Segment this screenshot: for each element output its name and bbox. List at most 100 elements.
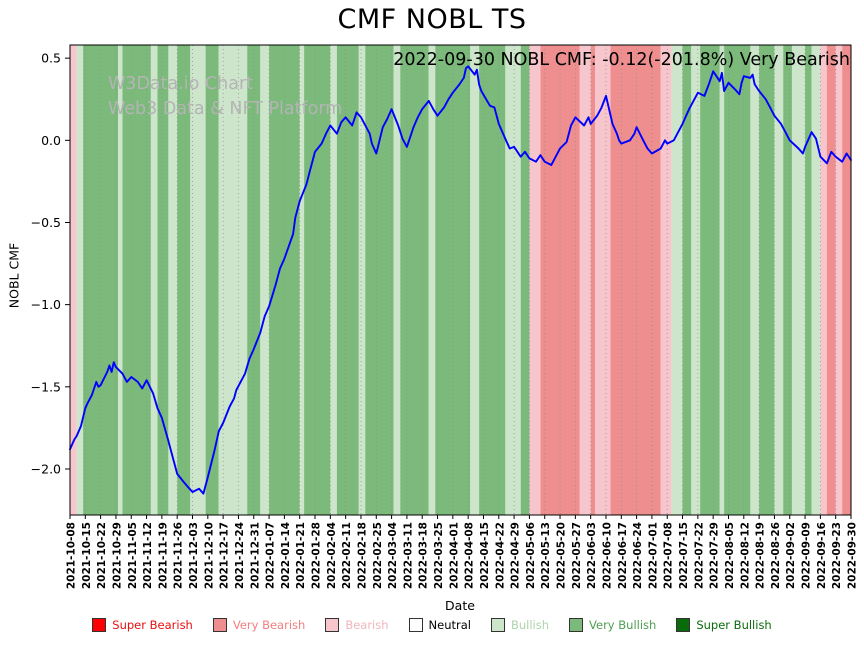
- sentiment-band-bullish: [218, 45, 248, 515]
- legend-swatch: [92, 618, 107, 632]
- legend: Super Bearish Very Bearish Bearish Neutral B…: [0, 618, 864, 632]
- sentiment-band-very_bearish: [610, 45, 661, 515]
- x-tick-label: 2022-08-05: [724, 522, 736, 589]
- sentiment-band-bullish: [811, 45, 821, 515]
- x-tick-label: 2022-05-27: [571, 522, 583, 589]
- x-axis-label: Date: [445, 598, 475, 613]
- sentiment-band-bearish: [579, 45, 591, 515]
- x-tick-label: 2022-09-09: [801, 522, 813, 589]
- y-tick-label: −0.5: [31, 215, 61, 230]
- sentiment-band-bearish: [595, 45, 611, 515]
- legend-swatch: [325, 618, 340, 632]
- x-tick-label: 2022-04-22: [494, 522, 506, 589]
- legend-swatch: [212, 618, 227, 632]
- x-tick-label: 2021-11-19: [157, 522, 169, 589]
- plot-border: [69, 44, 852, 516]
- x-tick-label: 2021-12-10: [203, 522, 215, 589]
- legend-label: Neutral: [428, 618, 471, 632]
- y-tick-label: −1.0: [31, 297, 61, 312]
- y-axis-label: NOBL CMF: [6, 242, 22, 309]
- x-tick-label: 2022-01-21: [295, 522, 307, 589]
- x-tick-label: 2022-08-12: [739, 522, 751, 589]
- sentiment-band-bullish: [299, 45, 305, 515]
- x-tick-label: 2022-09-23: [831, 522, 843, 589]
- x-tick-label: 2022-09-02: [785, 522, 797, 589]
- x-tick-label: 2021-10-22: [96, 522, 108, 589]
- sentiment-band-very_bullish: [435, 45, 471, 515]
- watermark-line-2: Web3 Data & NFT Platform: [108, 99, 343, 120]
- x-tick-label: 2021-12-17: [219, 522, 231, 589]
- x-tick-label: 2021-12-31: [249, 522, 261, 589]
- sentiment-band-very_bullish: [724, 45, 751, 515]
- legend-label: Bullish: [510, 618, 550, 632]
- sentiment-band-bullish: [470, 45, 480, 515]
- sentiment-band-very_bullish: [479, 45, 506, 515]
- x-tick-label: 2022-07-15: [678, 522, 690, 589]
- y-tick-label: −2.0: [31, 461, 61, 476]
- sentiment-band-bullish: [118, 45, 123, 515]
- sentiment-band-bullish: [750, 45, 760, 515]
- legend-swatch: [408, 618, 423, 632]
- x-tick-label: 2021-10-29: [111, 522, 123, 589]
- sentiment-band-very_bullish: [520, 45, 530, 515]
- x-tick-label: 2022-05-20: [556, 522, 568, 589]
- legend-label: Bearish: [345, 618, 389, 632]
- sentiment-band-very_bullish: [365, 45, 394, 515]
- sentiment-band-bullish: [76, 45, 84, 515]
- sentiment-band-bullish: [791, 45, 805, 515]
- sentiment-band-very_bearish: [590, 45, 596, 515]
- sentiment-band-very_bullish: [682, 45, 692, 515]
- x-tick-label: 2022-09-30: [847, 522, 859, 589]
- watermark-line-1: W3Data.io Chart: [108, 74, 254, 94]
- x-tick-label: 2022-06-17: [617, 522, 629, 589]
- x-tick-label: 2022-02-11: [341, 522, 353, 589]
- sentiment-band-bearish: [529, 45, 541, 515]
- sentiment-band-bullish: [358, 45, 366, 515]
- x-tick-label: 2021-10-08: [66, 522, 78, 589]
- legend-label: Super Bearish: [112, 618, 193, 632]
- x-tick-label: 2022-01-28: [311, 522, 323, 589]
- legend-item: Bullish: [490, 618, 550, 632]
- x-tick-label: 2022-02-18: [356, 522, 368, 589]
- legend-item: Super Bearish: [92, 618, 193, 632]
- legend-label: Very Bullish: [589, 618, 657, 632]
- x-tick-label: 2022-07-22: [693, 522, 705, 589]
- x-tick-label: 2021-11-12: [142, 522, 154, 589]
- x-tick-label: 2022-04-15: [479, 522, 491, 589]
- legend-swatch: [490, 618, 505, 632]
- x-tick-label: 2022-03-11: [402, 522, 414, 589]
- sentiment-band-very_bullish: [700, 45, 720, 515]
- legend-item: Bearish: [325, 618, 389, 632]
- legend-item: Very Bearish: [212, 618, 306, 632]
- sentiment-band-bullish: [150, 45, 158, 515]
- x-tick-label: 2021-12-03: [188, 522, 200, 589]
- x-tick-label: 2021-11-05: [127, 522, 139, 589]
- x-tick-label: 2022-06-03: [586, 522, 598, 589]
- sentiment-band-bullish: [330, 45, 337, 515]
- sentiment-band-very_bullish: [805, 45, 812, 515]
- sentiment-band-bullish: [428, 45, 436, 515]
- sentiment-band-very_bullish: [304, 45, 331, 515]
- watermark: W3Data.io Chart Web3 Data & NFT Platform: [108, 72, 342, 123]
- x-tick-label: 2022-05-06: [525, 522, 537, 589]
- sentiment-band-very_bullish: [400, 45, 429, 515]
- y-tick-label: −1.5: [31, 379, 61, 394]
- legend-label: Very Bearish: [232, 618, 306, 632]
- sentiment-band-very_bullish: [205, 45, 219, 515]
- sentiment-band-bullish: [719, 45, 725, 515]
- x-tick-label: 2022-01-07: [265, 522, 277, 589]
- x-tick-label: 2022-04-01: [448, 522, 460, 589]
- cmf-line: [69, 65, 852, 495]
- sentiment-band-bullish: [505, 45, 521, 515]
- sentiment-band-very_bearish: [826, 45, 836, 515]
- sentiment-band-bearish: [820, 45, 827, 515]
- legend-item: Very Bullish: [569, 618, 656, 632]
- x-tick-label: 2022-05-13: [540, 522, 552, 589]
- sentiment-band-very_bullish: [122, 45, 151, 515]
- sentiment-band-bullish: [393, 45, 401, 515]
- x-tick-label: 2021-11-26: [173, 522, 185, 589]
- sentiment-band-bullish: [774, 45, 784, 515]
- sentiment-band-very_bullish: [336, 45, 359, 515]
- x-tick-label: 2022-07-29: [709, 522, 721, 589]
